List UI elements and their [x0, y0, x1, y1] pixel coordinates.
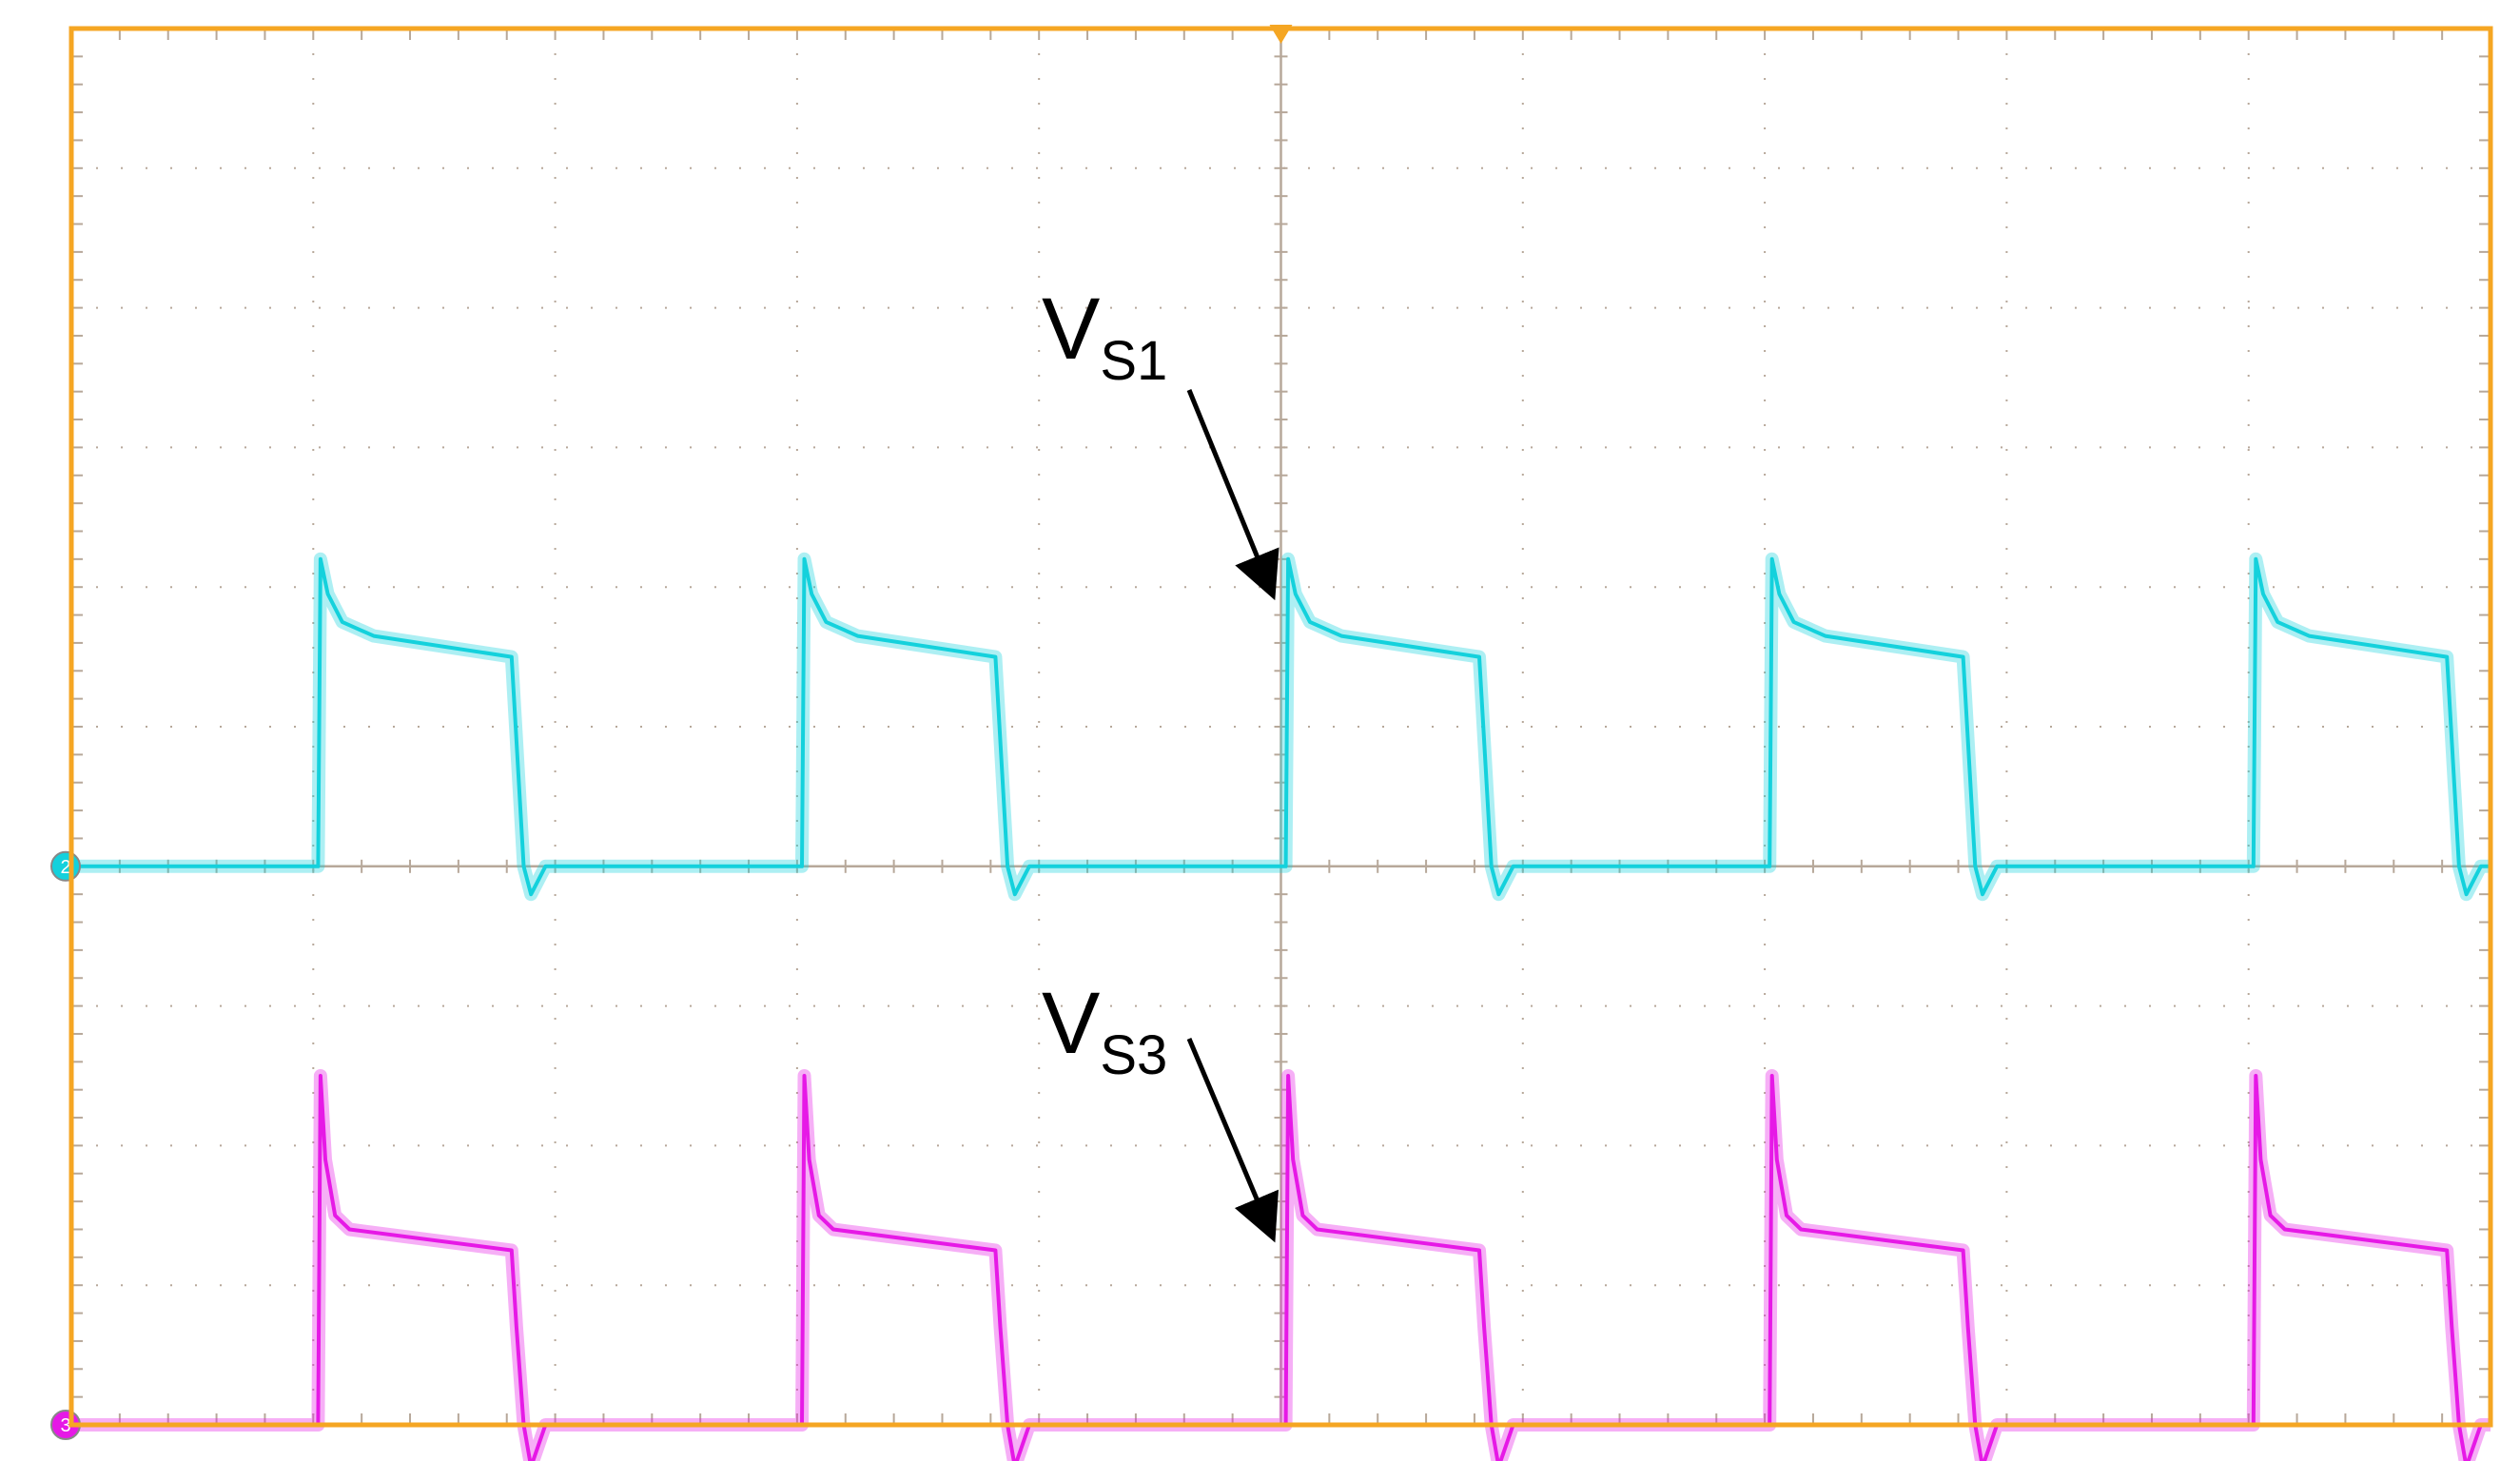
channel-2-label: 2 [60, 857, 70, 878]
trace-s3 [71, 1074, 2491, 1461]
label-vs1-main: V [1042, 281, 1101, 378]
annotation-arrows [1186, 389, 1280, 1243]
trigger-marker-icon [1269, 25, 1293, 44]
arrow-s3 [1186, 1038, 1279, 1243]
trace-s1 [71, 556, 2491, 897]
label-vs3-sub: S3 [1100, 1024, 1168, 1086]
channel-3-label: 3 [60, 1415, 70, 1436]
label-vs1: VS1 [1042, 285, 1167, 389]
label-vs1-sub: S1 [1100, 330, 1168, 392]
label-vs3: VS3 [1042, 980, 1167, 1083]
traces [71, 552, 2491, 1461]
label-vs3-main: V [1042, 975, 1101, 1072]
arrow-s1 [1186, 389, 1280, 601]
